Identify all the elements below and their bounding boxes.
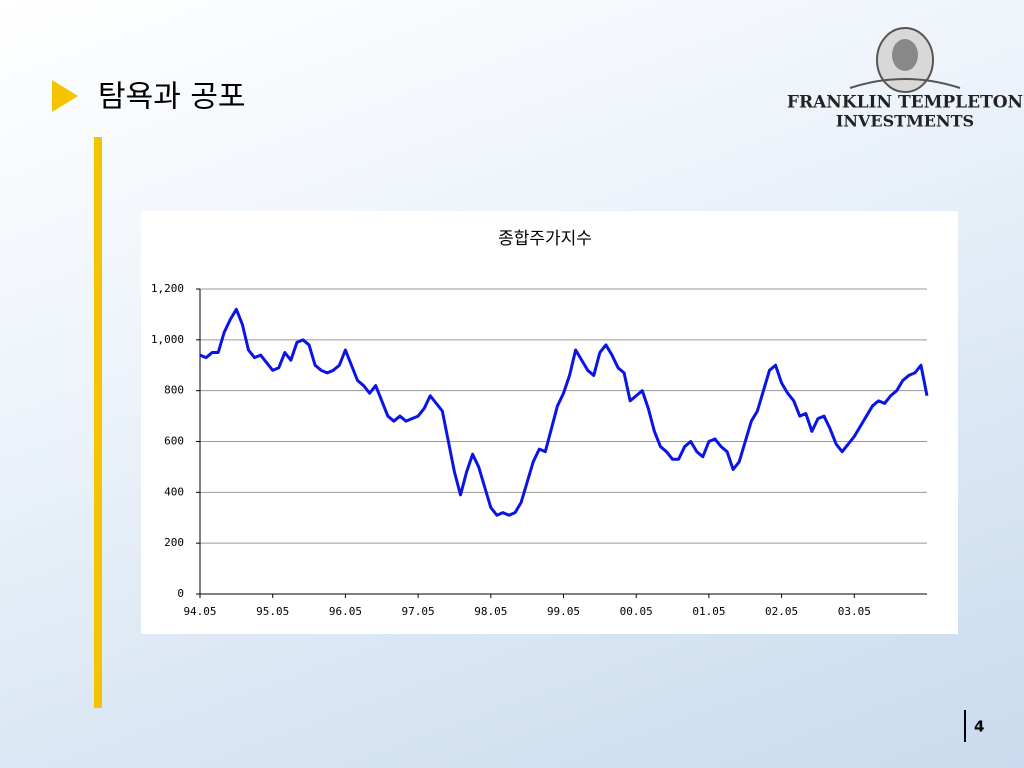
logo: FRANKLIN TEMPLETON INVESTMENTS — [787, 27, 1023, 131]
x-tick-label: 00.05 — [620, 605, 653, 618]
y-tick-label: 0 — [177, 587, 184, 600]
x-tick-label: 95.05 — [256, 605, 289, 618]
x-tick-label: 96.05 — [329, 605, 362, 618]
y-tick-label: 800 — [164, 384, 184, 397]
x-tick-label: 03.05 — [838, 605, 871, 618]
y-tick-label: 200 — [164, 536, 184, 549]
plot: 0 200 400 600 800 1,000 1,200 94.05 95.05 96.05 97… — [151, 282, 929, 618]
logo-text: FRANKLIN TEMPLETON — [787, 93, 1023, 113]
logo-face — [892, 39, 918, 71]
y-tick-label: 1,200 — [151, 282, 184, 295]
y-tick-label: 400 — [164, 485, 184, 498]
chart-panel — [141, 211, 958, 634]
title-marker — [52, 80, 78, 112]
y-tick-label: 1,000 — [151, 333, 184, 346]
x-tick-label: 01.05 — [692, 605, 725, 618]
logo-text: INVESTMENTS — [836, 112, 974, 131]
x-tick-label: 94.05 — [183, 605, 216, 618]
page-number: 4 — [974, 718, 984, 736]
accent-bar — [94, 137, 102, 708]
x-tick-label: 02.05 — [765, 605, 798, 618]
logo-laurel — [849, 78, 961, 89]
x-tick-label: 98.05 — [474, 605, 507, 618]
chart-title: 종합주가지수 — [498, 229, 592, 249]
slide-title: 탐욕과 공포 — [98, 80, 246, 115]
x-tick-label: 97.05 — [402, 605, 435, 618]
data-line — [199, 307, 929, 517]
y-tick-label: 600 — [164, 435, 184, 448]
x-tick-label: 99.05 — [547, 605, 580, 618]
